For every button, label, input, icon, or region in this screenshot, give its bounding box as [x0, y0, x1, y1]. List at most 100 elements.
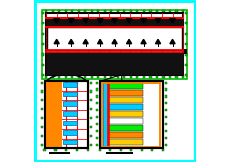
Bar — [150, 149, 153, 151]
Polygon shape — [140, 39, 145, 44]
Bar — [184, 74, 186, 76]
Bar — [45, 76, 47, 78]
Polygon shape — [126, 19, 131, 23]
Bar — [95, 88, 97, 91]
Bar — [87, 64, 91, 75]
Polygon shape — [155, 39, 160, 44]
Bar — [108, 139, 143, 145]
Bar — [42, 53, 44, 56]
Bar — [97, 10, 99, 12]
Bar — [108, 118, 143, 124]
Bar — [51, 10, 54, 12]
Bar — [127, 64, 131, 75]
Bar — [108, 97, 143, 103]
Bar — [162, 76, 164, 78]
Bar — [90, 126, 92, 128]
Bar — [175, 10, 177, 12]
Bar — [95, 137, 97, 139]
Bar — [40, 135, 43, 137]
Bar — [54, 149, 56, 151]
Bar — [90, 108, 92, 110]
Bar — [184, 53, 186, 56]
Bar — [137, 64, 141, 75]
Polygon shape — [54, 19, 59, 23]
Bar — [64, 10, 66, 12]
Polygon shape — [68, 19, 74, 23]
Bar — [164, 88, 166, 91]
Bar — [108, 90, 143, 96]
Bar — [136, 10, 138, 12]
Bar — [45, 10, 47, 12]
Bar — [95, 130, 97, 132]
Bar — [42, 74, 44, 76]
Bar — [95, 123, 97, 125]
Bar — [84, 10, 86, 12]
Bar — [84, 76, 86, 78]
Bar — [42, 64, 44, 66]
Bar — [136, 76, 138, 78]
Bar — [87, 149, 89, 151]
Bar — [147, 64, 150, 75]
Bar — [184, 43, 186, 45]
Bar — [140, 149, 142, 151]
Bar — [108, 83, 143, 89]
Polygon shape — [169, 19, 175, 23]
Bar — [164, 116, 166, 118]
Bar — [58, 76, 60, 78]
Bar — [183, 49, 187, 53]
Bar — [40, 99, 43, 101]
Bar — [40, 90, 43, 93]
Bar — [42, 33, 44, 35]
Bar — [108, 125, 143, 131]
Polygon shape — [112, 39, 117, 44]
Bar — [44, 81, 88, 148]
Polygon shape — [82, 19, 88, 23]
Bar — [68, 64, 72, 75]
Bar — [149, 10, 151, 12]
Bar — [99, 81, 162, 148]
Polygon shape — [154, 19, 160, 23]
Bar — [98, 149, 100, 151]
Bar — [129, 76, 131, 78]
Bar — [42, 10, 186, 79]
Bar — [102, 83, 160, 147]
Bar — [47, 27, 181, 50]
Polygon shape — [97, 19, 103, 23]
Bar — [164, 144, 166, 146]
Bar — [42, 12, 44, 14]
Bar — [149, 76, 151, 78]
Bar — [95, 95, 97, 98]
Bar — [63, 140, 76, 144]
Bar — [90, 76, 93, 78]
Bar — [162, 10, 164, 12]
Bar — [95, 144, 97, 146]
Bar — [90, 10, 93, 12]
Bar — [103, 10, 105, 12]
Bar — [164, 82, 166, 84]
Bar — [97, 76, 99, 78]
Polygon shape — [83, 39, 88, 44]
Bar — [90, 144, 92, 146]
Bar — [42, 43, 44, 45]
Polygon shape — [54, 39, 59, 44]
Bar — [110, 10, 112, 12]
Polygon shape — [169, 39, 174, 44]
Bar — [40, 126, 43, 128]
Bar — [58, 10, 60, 12]
Bar — [175, 76, 177, 78]
Bar — [110, 76, 112, 78]
Bar — [63, 82, 76, 87]
Bar — [116, 76, 118, 78]
Bar — [63, 121, 76, 125]
Bar — [58, 64, 62, 75]
Bar — [108, 111, 143, 117]
Bar — [181, 10, 183, 12]
Bar — [164, 123, 166, 125]
Bar — [123, 76, 125, 78]
Bar — [95, 102, 97, 104]
Bar — [99, 81, 162, 148]
Bar — [71, 76, 73, 78]
Bar — [164, 109, 166, 111]
Bar — [77, 10, 79, 12]
Bar — [119, 149, 121, 151]
